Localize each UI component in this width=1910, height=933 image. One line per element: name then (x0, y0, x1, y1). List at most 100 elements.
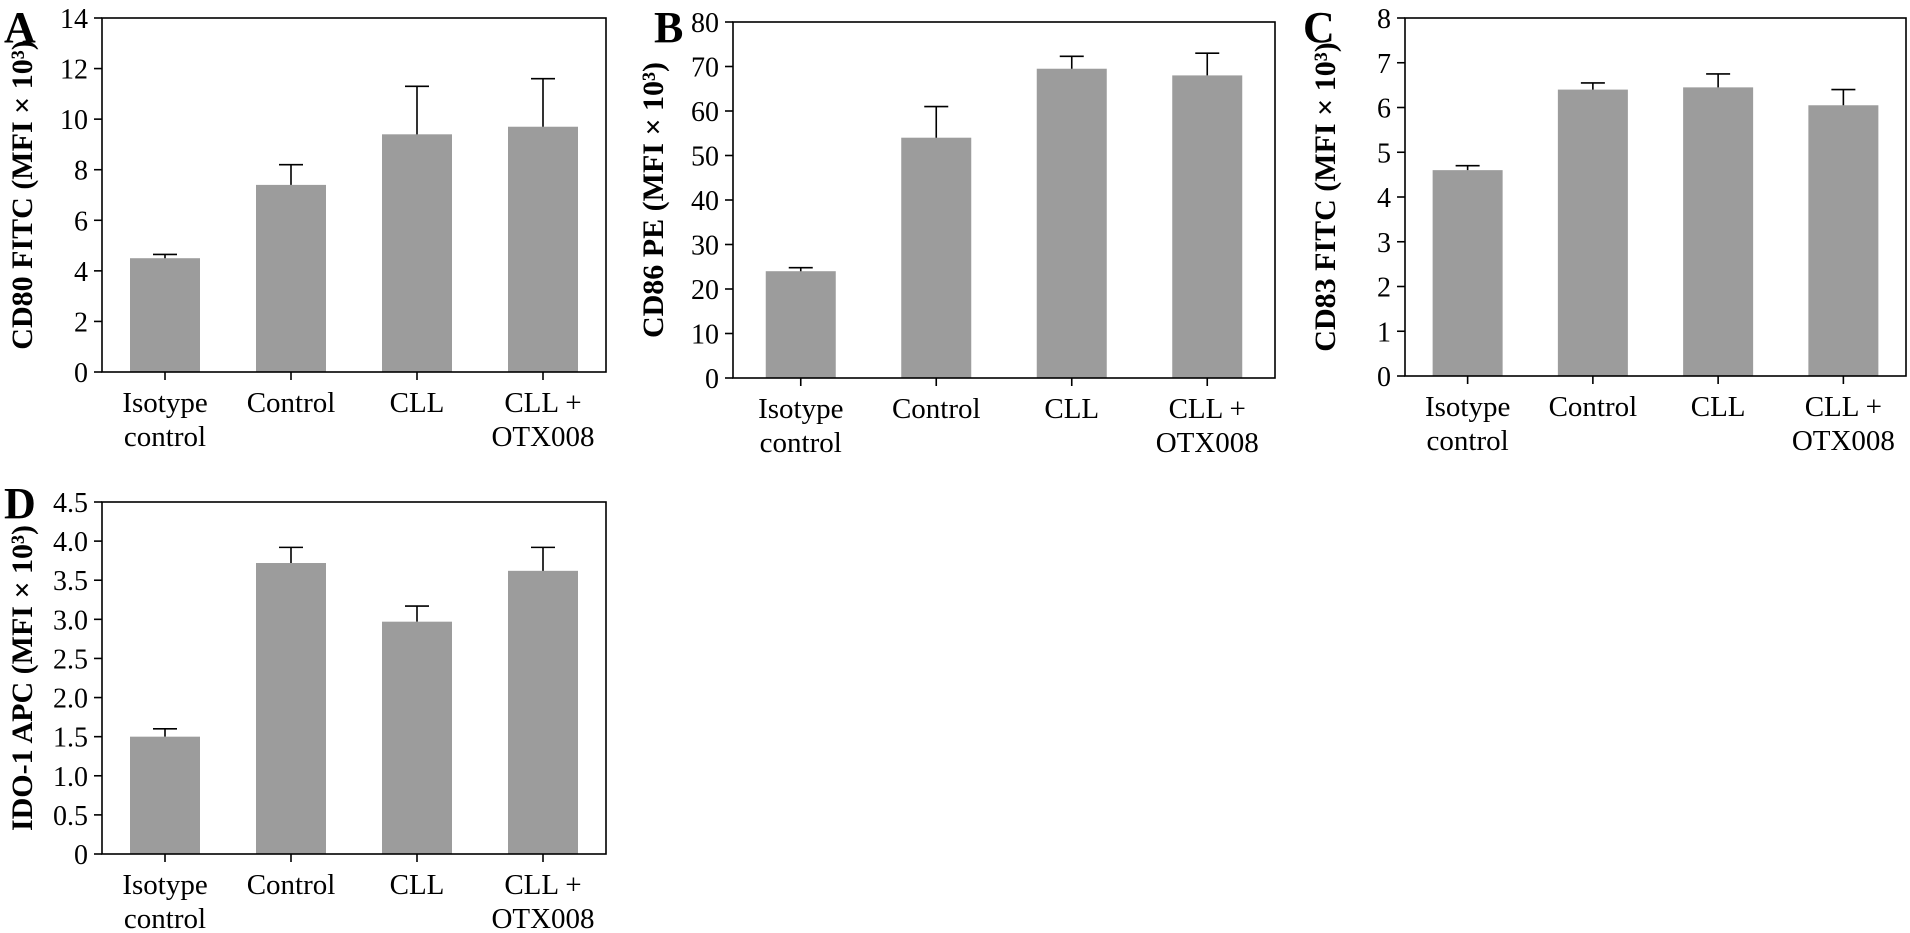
error-bar-a-3 (531, 77, 555, 127)
bar-d-3 (508, 570, 578, 854)
y-tick-label-b-8: 80 (691, 8, 719, 39)
category-label-b-1-0: Control (892, 393, 981, 425)
bar-c-3 (1808, 105, 1879, 376)
error-bar-a-0 (153, 253, 177, 259)
y-tick-label-c-3: 3 (1377, 228, 1391, 259)
y-tick-label-c-4: 4 (1377, 183, 1391, 214)
bar-b-0 (765, 271, 836, 378)
error-bar-b-1 (924, 105, 949, 138)
bar-d-2 (382, 621, 452, 854)
y-tick-label-d-9: 4.5 (53, 488, 88, 519)
bar-a-2 (382, 134, 452, 372)
y-tick-label-b-3: 30 (691, 231, 719, 262)
y-tick-label-d-3: 1.5 (53, 723, 88, 754)
category-label-b-2-0: CLL (1044, 393, 1099, 425)
category-label-a-1-0: Control (247, 387, 336, 419)
error-bar-d-2 (405, 605, 429, 622)
y-tick-label-b-1: 10 (691, 320, 719, 351)
bar-a-0 (130, 258, 200, 372)
category-label-d-0-0: Isotype (122, 869, 207, 901)
plot-frame-a (101, 17, 607, 373)
error-bar-c-0 (1455, 164, 1480, 171)
error-bar-a-2 (405, 85, 429, 135)
error-bar-c-2 (1706, 73, 1731, 88)
error-bar-c-1 (1580, 82, 1605, 90)
category-label-d-1-0: Control (247, 869, 336, 901)
y-tick-label-b-5: 50 (691, 142, 719, 173)
y-tick-label-a-0: 0 (74, 358, 88, 389)
category-label-c-0-0: Isotype (1425, 391, 1510, 423)
y-tick-label-d-8: 4.0 (53, 527, 88, 558)
y-tick-label-b-4: 40 (691, 186, 719, 217)
panel-letter-d: D (4, 479, 36, 528)
y-tick-label-a-5: 10 (60, 105, 88, 136)
y-tick-label-b-6: 60 (691, 97, 719, 128)
category-label-d-3-0: CLL + (504, 869, 581, 901)
error-bar-d-3 (531, 546, 555, 571)
error-bar-c-3 (1831, 88, 1856, 106)
error-bar-b-3 (1195, 52, 1220, 76)
category-label-a-3-1: OTX008 (491, 421, 594, 453)
y-tick-label-c-6: 6 (1377, 94, 1391, 125)
category-label-c-3-0: CLL + (1805, 391, 1882, 423)
panel-letter-a: A (4, 3, 36, 52)
y-tick-label-c-1: 1 (1377, 317, 1391, 348)
y-tick-label-d-0: 0 (74, 840, 88, 871)
category-label-a-3-0: CLL + (504, 387, 581, 419)
y-tick-label-d-5: 2.5 (53, 644, 88, 675)
panel-letter-b: B (654, 3, 683, 52)
category-label-b-0-0: Isotype (758, 393, 843, 425)
panel-d: D 0 0.5 1.0 1.5 2.0 2.5 3.0 3.5 4.0 4.5 Isotypecont… (4, 479, 607, 933)
category-label-d-3-1: OTX008 (491, 903, 594, 933)
y-tick-label-b-7: 70 (691, 53, 719, 84)
category-label-b-0-1: control (760, 427, 842, 459)
y-tick-label-a-1: 2 (74, 307, 88, 338)
y-tick-label-b-0: 0 (705, 364, 719, 395)
category-label-a-0-1: control (124, 421, 206, 453)
category-label-c-3-1: OTX008 (1792, 425, 1895, 457)
y-tick-label-a-4: 8 (74, 156, 88, 187)
category-label-a-0-0: Isotype (122, 387, 207, 419)
y-tick-label-c-8: 8 (1377, 4, 1391, 35)
y-axis-title-d: IDO-1 APC (MFI × 10³) (6, 525, 39, 831)
panel-letter-c: C (1303, 3, 1335, 52)
y-axis-title-c: CD83 FITC (MFI × 10³) (1309, 42, 1342, 351)
y-tick-label-d-2: 1.0 (53, 762, 88, 793)
y-tick-label-c-2: 2 (1377, 273, 1391, 304)
category-label-c-1-0: Control (1549, 391, 1638, 423)
category-label-c-2-0: CLL (1691, 391, 1746, 423)
category-label-b-3-0: CLL + (1169, 393, 1246, 425)
y-tick-label-d-6: 3.0 (53, 605, 88, 636)
y-tick-label-b-2: 20 (691, 275, 719, 306)
y-tick-label-a-6: 12 (60, 55, 88, 86)
category-label-d-0-1: control (124, 903, 206, 933)
bar-c-0 (1432, 170, 1503, 376)
y-axis-title-b: CD86 PE (MFI × 10³) (637, 62, 670, 338)
y-axis-title-a: CD80 FITC (MFI × 10³) (6, 40, 39, 349)
bar-b-2 (1036, 68, 1107, 378)
bar-b-3 (1172, 75, 1243, 379)
bar-d-1 (256, 563, 326, 854)
category-label-c-0-1: control (1427, 425, 1509, 457)
bar-c-1 (1557, 89, 1628, 376)
error-bar-b-0 (788, 266, 813, 272)
category-label-a-2-0: CLL (390, 387, 445, 419)
error-bar-d-0 (153, 728, 177, 737)
error-bar-a-1 (279, 163, 303, 185)
bar-a-1 (256, 184, 326, 372)
plot-frame-d (101, 501, 607, 855)
bar-a-3 (508, 126, 578, 372)
bar-d-0 (130, 736, 200, 854)
y-tick-label-c-7: 7 (1377, 49, 1391, 80)
y-tick-label-d-7: 3.5 (53, 566, 88, 597)
y-tick-label-a-3: 6 (74, 206, 88, 237)
y-tick-label-a-2: 4 (74, 257, 88, 288)
y-tick-label-c-5: 5 (1377, 138, 1391, 169)
error-bar-d-1 (279, 546, 303, 564)
category-label-b-3-1: OTX008 (1156, 427, 1259, 459)
y-tick-label-a-7: 14 (60, 4, 88, 35)
